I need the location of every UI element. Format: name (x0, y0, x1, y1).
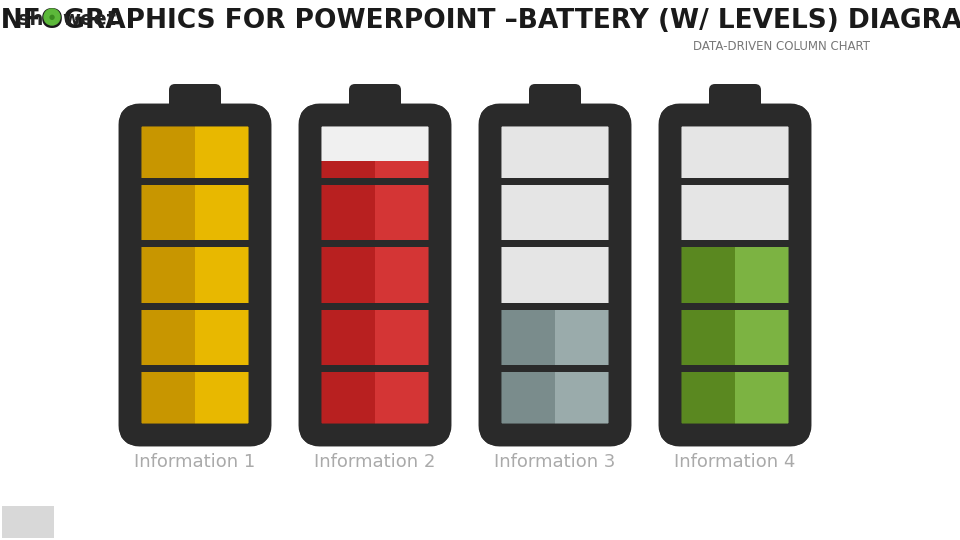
Bar (555, 310, 613, 366)
Bar (497, 310, 613, 366)
Bar (490, 240, 620, 247)
FancyBboxPatch shape (130, 115, 260, 435)
Text: Information 1: Information 1 (134, 453, 255, 471)
Bar (677, 310, 793, 366)
Bar (310, 178, 440, 185)
Bar (677, 310, 735, 366)
Bar (310, 366, 440, 373)
FancyBboxPatch shape (119, 104, 271, 446)
Text: Information 4: Information 4 (674, 453, 796, 471)
Bar (375, 161, 433, 178)
Bar (137, 247, 253, 303)
Bar (375, 247, 433, 303)
Bar (195, 122, 253, 178)
Bar (137, 310, 253, 366)
Bar (317, 247, 375, 303)
Bar (677, 373, 793, 428)
Bar (735, 247, 793, 303)
Bar (195, 247, 253, 303)
FancyBboxPatch shape (670, 115, 800, 435)
Bar (137, 310, 195, 366)
Bar (375, 310, 433, 366)
Bar (130, 366, 260, 373)
Bar (677, 373, 735, 428)
Bar (137, 373, 253, 428)
Bar (735, 373, 793, 428)
Circle shape (44, 9, 60, 25)
FancyBboxPatch shape (349, 84, 401, 120)
Bar (317, 373, 375, 428)
Bar (490, 303, 620, 310)
Bar (137, 185, 253, 240)
Bar (130, 303, 260, 310)
Bar (137, 122, 195, 178)
Bar (497, 247, 613, 303)
Bar (497, 373, 613, 428)
Bar (677, 122, 793, 178)
Bar (2, 506, 54, 538)
Bar (670, 303, 800, 310)
Bar (497, 122, 613, 178)
Bar (555, 373, 613, 428)
Bar (195, 373, 253, 428)
Bar (310, 240, 440, 247)
Text: sh: sh (18, 10, 43, 29)
FancyBboxPatch shape (709, 84, 761, 120)
Bar (317, 247, 433, 303)
Bar (195, 310, 253, 366)
Bar (670, 240, 800, 247)
Bar (375, 185, 433, 240)
Text: weet: weet (62, 10, 116, 29)
Bar (137, 373, 195, 428)
Bar (130, 240, 260, 247)
Text: ●: ● (49, 14, 55, 20)
FancyBboxPatch shape (169, 84, 221, 120)
FancyBboxPatch shape (490, 115, 620, 435)
Bar (137, 185, 195, 240)
Bar (130, 178, 260, 185)
Bar (195, 185, 253, 240)
Bar (670, 178, 800, 185)
Bar (490, 366, 620, 373)
Bar (317, 122, 433, 178)
Bar (137, 122, 253, 178)
Bar (310, 303, 440, 310)
Bar (317, 185, 375, 240)
Text: DATA-DRIVEN COLUMN CHART: DATA-DRIVEN COLUMN CHART (693, 40, 870, 53)
Bar (677, 247, 735, 303)
Text: Information 3: Information 3 (494, 453, 615, 471)
Bar (497, 310, 555, 366)
Bar (490, 178, 620, 185)
Bar (375, 373, 433, 428)
Bar (317, 310, 433, 366)
Bar (735, 310, 793, 366)
Bar (677, 185, 793, 240)
Bar (317, 185, 433, 240)
Text: 36: 36 (16, 513, 39, 531)
Bar (317, 373, 433, 428)
FancyBboxPatch shape (310, 115, 440, 435)
Bar (677, 247, 793, 303)
Text: Information 2: Information 2 (314, 453, 436, 471)
FancyBboxPatch shape (479, 104, 631, 446)
Bar (497, 185, 613, 240)
Bar (317, 161, 375, 178)
Text: INFOGRAPHICS FOR POWERPOINT –BATTERY (W/ LEVELS) DIAGRAM: INFOGRAPHICS FOR POWERPOINT –BATTERY (W/… (0, 8, 960, 34)
Bar (317, 310, 375, 366)
FancyBboxPatch shape (299, 104, 451, 446)
FancyBboxPatch shape (529, 84, 581, 120)
Bar (670, 366, 800, 373)
FancyBboxPatch shape (659, 104, 811, 446)
Bar (137, 247, 195, 303)
Bar (497, 373, 555, 428)
